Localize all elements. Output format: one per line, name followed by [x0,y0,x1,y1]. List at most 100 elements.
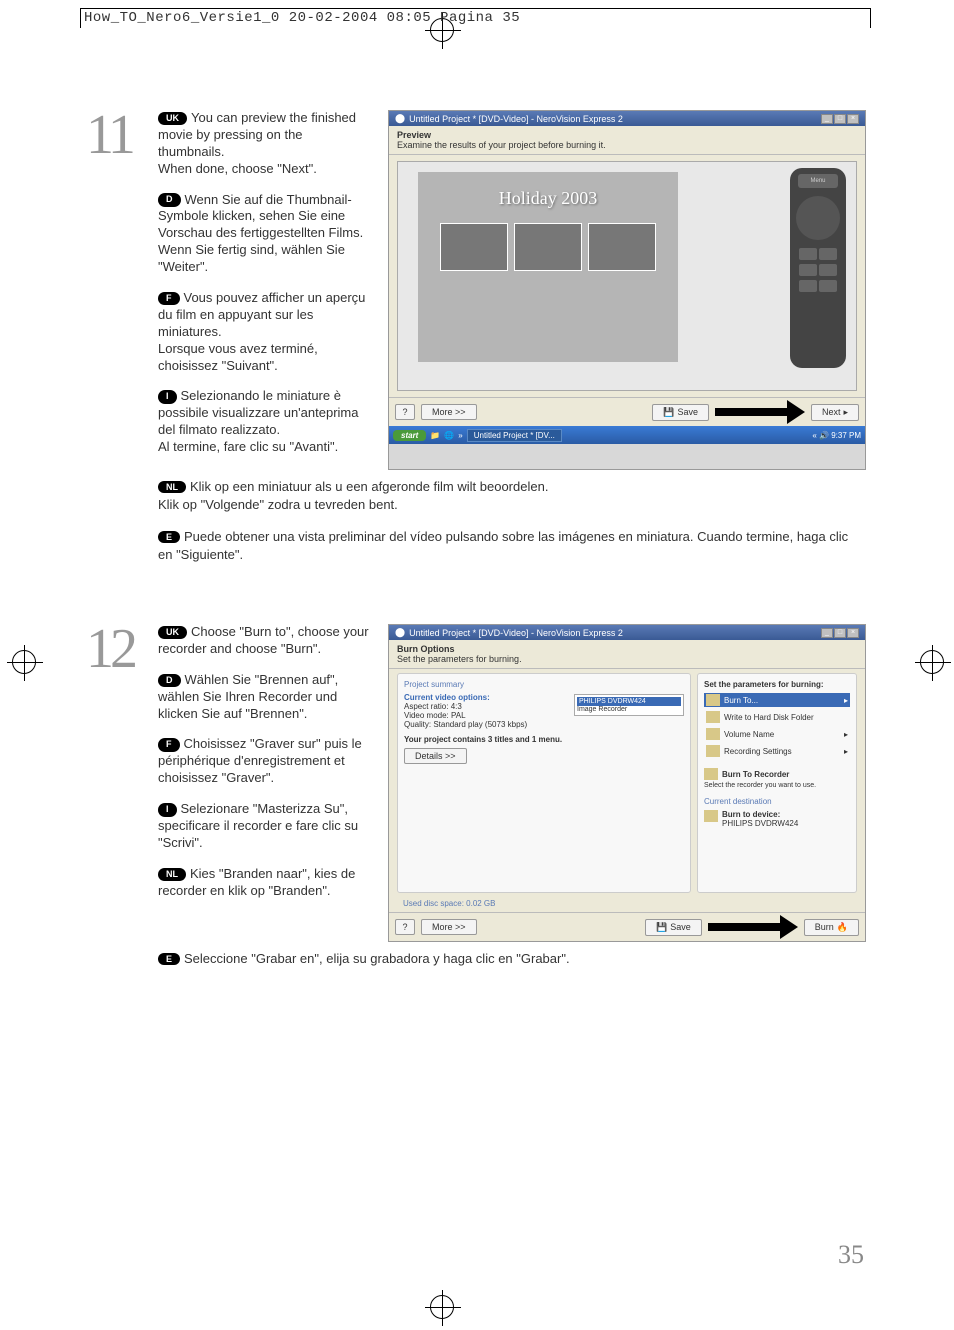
params-label: Set the parameters for burning: [704,680,850,689]
remote-title-button[interactable] [799,248,817,260]
screenshot-burn: ⬤ Untitled Project * [DVD-Video] - NeroV… [388,624,866,942]
text-e: Puede obtener una vista preliminar del v… [158,529,848,562]
device-name: PHILIPS DVDRW424 [722,819,798,828]
taskbar-item[interactable]: Untitled Project * [DV... [467,429,562,442]
device-option[interactable]: PHILIPS DVDRW424 [577,697,681,706]
clock: 9:37 PM [831,431,861,440]
minimize-button[interactable]: _ [821,628,833,638]
badge-e: E [158,531,180,543]
tag-icon [706,728,720,740]
write-hd-option[interactable]: Write to Hard Disk Folder [704,710,850,724]
more-label: More >> [432,407,466,417]
disc-icon [706,694,720,706]
remote-button[interactable] [819,264,837,276]
remote-dpad[interactable] [796,196,840,240]
step-11: 11 UKYou can preview the finished movie … [86,110,866,470]
thumbnail[interactable] [588,223,656,271]
device-icon [704,810,718,822]
remote-button[interactable] [799,280,817,292]
panel-title: Burn Options [397,644,857,654]
text-d: Wählen Sie "Brennen auf", wählen Sie Ihr… [158,672,338,721]
text-column: UKChoose "Burn to", choose your recorder… [158,624,370,942]
remote-menu2-button[interactable] [819,248,837,260]
start-button[interactable]: start [393,430,426,441]
lang-uk: UKChoose "Burn to", choose your recorder… [158,624,370,658]
thumbnail[interactable] [440,223,508,271]
crop-mark [80,8,81,28]
cd-label: Current destination [704,797,850,806]
save-button[interactable]: 💾 Save [645,919,702,936]
lang-f: FVous pouvez afficher un aperçu du film … [158,290,370,374]
lang-nl: NLKies "Branden naar", kies de recorder … [158,866,370,900]
sel-label: Select the recorder you want to use. [704,782,850,789]
thumbnail[interactable] [514,223,582,271]
wizard-footer: ? More >> 💾 Save Burn 🔥 [389,912,865,941]
panel-subtitle: Set the parameters for burning. [397,654,522,664]
app-icon: ⬤ [395,113,405,124]
summary-label: Project summary [404,680,684,689]
badge-e: E [158,953,180,965]
dvd-menu: Holiday 2003 [418,172,678,362]
remote-menu-button[interactable]: Menu [798,174,838,188]
remote-control: Menu [790,168,846,368]
screenshot-preview: ⬤ Untitled Project * [DVD-Video] - NeroV… [388,110,866,470]
help-button[interactable]: ? [395,919,415,935]
window-title: Untitled Project * [DVD-Video] - NeroVis… [409,114,623,124]
badge-uk: UK [158,112,187,126]
page-content: 11 UKYou can preview the finished movie … [86,110,866,982]
lang-i: ISelezionando le miniature è possibile v… [158,388,370,456]
registration-mark [430,1295,454,1319]
preview-area: Holiday 2003 Menu [397,161,857,391]
text-f: Choisissez "Graver sur" puis le périphér… [158,736,362,785]
app-icon: ⬤ [395,627,405,638]
close-button[interactable]: × [847,628,859,638]
badge-f: F [158,738,180,752]
maximize-button[interactable]: □ [834,114,846,124]
burn-params-panel: Set the parameters for burning: Burn To.… [697,673,857,893]
panel-title: Preview [397,130,857,140]
gear-icon [706,745,720,757]
badge-i: I [158,390,177,404]
taskbar: start 📁🌐» Untitled Project * [DV... « 🔊 … [389,426,865,444]
folder-icon [706,711,720,723]
window-title: Untitled Project * [DVD-Video] - NeroVis… [409,628,623,638]
maximize-button[interactable]: □ [834,628,846,638]
text-f: Vous pouvez afficher un aperçu du film e… [158,290,365,373]
lang-f: FChoisissez "Graver sur" puis le périphé… [158,736,370,787]
device-option[interactable]: Image Recorder [577,706,681,713]
recorder-icon [704,768,718,780]
rec-settings-option[interactable]: Recording Settings▸ [704,744,850,758]
step-number: 11 [86,110,158,470]
close-button[interactable]: × [847,114,859,124]
burn-button[interactable]: Burn 🔥 [804,919,859,936]
badge-f: F [158,292,180,306]
more-button[interactable]: More >> [421,919,477,935]
save-button[interactable]: 💾 Save [652,404,709,421]
text-d: Wenn Sie auf die Thumbnail-Symbole klick… [158,192,363,275]
lang-d: DWenn Sie auf die Thumbnail-Symbole klic… [158,192,370,276]
step-11-extra: NLKlik op een miniatuur als u een afgero… [158,478,866,564]
used-space: Used disc space: 0.02 GB [397,899,857,908]
lang-e: EPuede obtener una vista preliminar del … [158,528,866,564]
wizard-footer: ? More >> 💾 Save Next ▸ [389,397,865,426]
lang-uk: UKYou can preview the finished movie by … [158,110,370,178]
text-uk: You can preview the finished movie by pr… [158,110,356,176]
btd-label: Burn to device: [722,810,798,819]
more-button[interactable]: More >> [421,404,477,420]
remote-button[interactable] [799,264,817,276]
volume-name-option[interactable]: Volume Name▸ [704,727,850,741]
device-list[interactable]: PHILIPS DVDRW424 Image Recorder [574,694,684,716]
next-button[interactable]: Next ▸ [811,404,859,421]
details-button[interactable]: Details >> [404,748,467,764]
remote-button[interactable] [819,280,837,292]
project-summary-panel: Project summary Current video options: A… [397,673,691,893]
registration-mark [920,650,944,674]
step-12: 12 UKChoose "Burn to", choose your recor… [86,624,866,942]
minimize-button[interactable]: _ [821,114,833,124]
badge-i: I [158,803,177,817]
help-button[interactable]: ? [395,404,415,420]
burn-to-option[interactable]: Burn To...▸ [704,693,850,707]
lang-nl: NLKlik op een miniatuur als u een afgero… [158,478,866,514]
badge-nl: NL [158,481,186,493]
text-uk: Choose "Burn to", choose your recorder a… [158,624,369,656]
